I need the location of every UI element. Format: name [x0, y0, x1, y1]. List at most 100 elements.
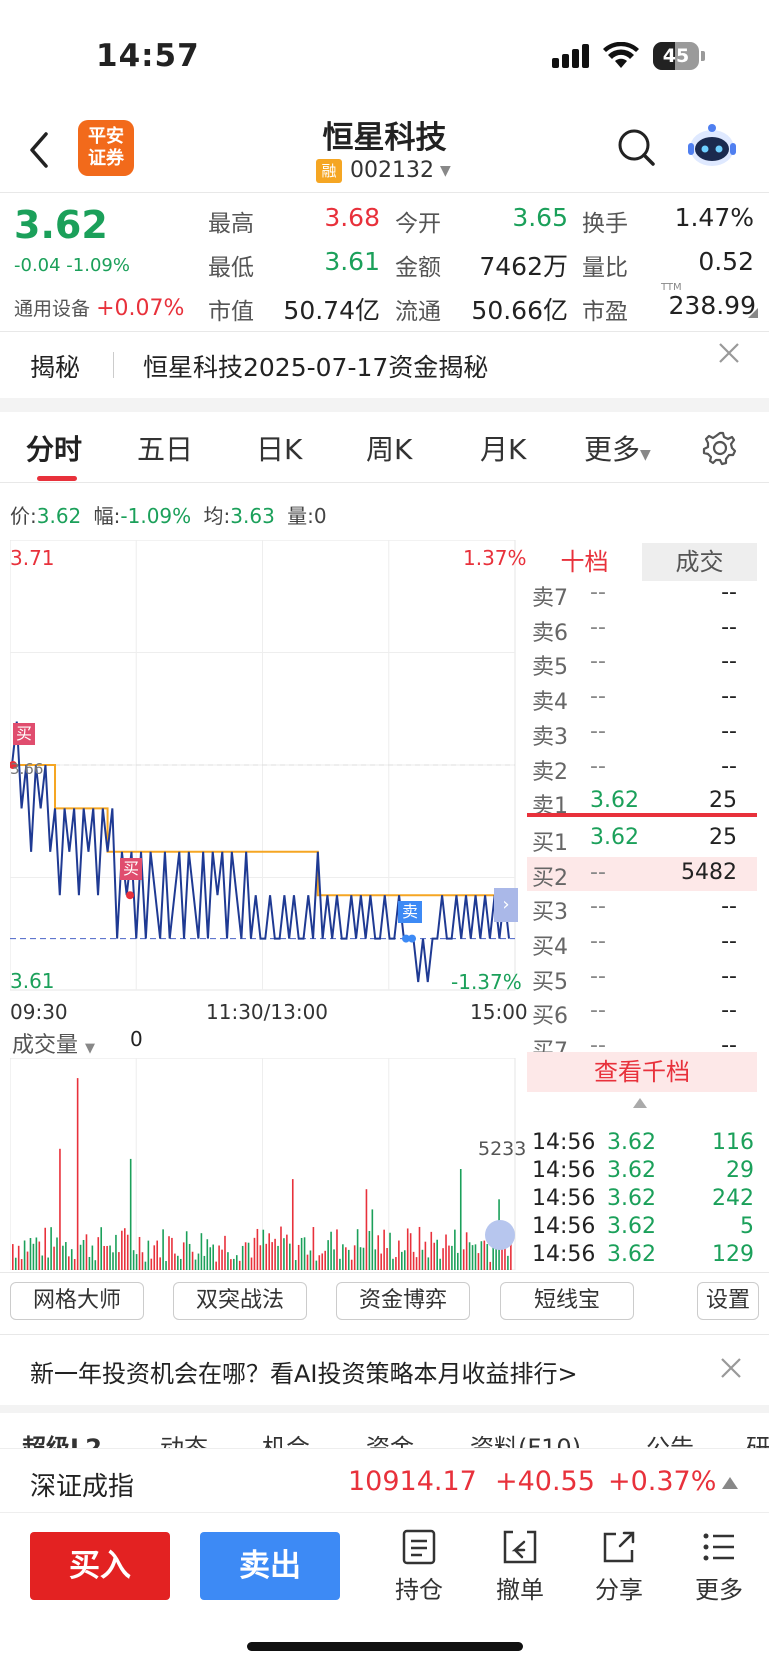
ai-assistant-robot-icon[interactable] — [686, 122, 738, 170]
level-volume: -- — [721, 649, 737, 675]
grid-master-button[interactable]: 网格大师 — [10, 1282, 144, 1320]
expand-corner-icon[interactable] — [748, 308, 758, 318]
volume-selector[interactable]: 成交量 ▼ — [12, 1027, 95, 1059]
volume-bar — [230, 1259, 232, 1270]
bid-level-row[interactable]: 买4 -- -- — [527, 926, 757, 960]
stock-name[interactable]: 恒星科技 — [322, 120, 447, 156]
fund-reveal-banner[interactable]: 揭秘 恒星科技2025-07-17资金揭秘 — [0, 332, 769, 398]
volume-bar — [194, 1259, 197, 1270]
buy-button[interactable]: 买入 — [30, 1532, 170, 1600]
bid-level-row[interactable]: 买6 -- -- — [527, 995, 757, 1029]
ttm-label: TTM — [661, 282, 682, 293]
sell-button[interactable]: 卖出 — [200, 1532, 340, 1600]
stock-code-selector[interactable]: 融 002132 ▼ — [316, 158, 451, 183]
tick-time: 14:56 — [532, 1214, 596, 1239]
current-price: 3.62 — [14, 203, 108, 247]
tab-monthly-k[interactable]: 月K — [480, 433, 527, 466]
tick-price: 3.62 — [607, 1130, 656, 1155]
crosshair-icon[interactable] — [485, 1220, 515, 1250]
fund-game-button[interactable]: 资金博弈 — [336, 1282, 470, 1320]
short-term-button[interactable]: 短线宝 — [500, 1282, 634, 1320]
volume-bar — [97, 1237, 100, 1270]
volume-bar — [471, 1245, 474, 1270]
buy-marker-2[interactable]: 买 — [120, 858, 142, 880]
sell-marker[interactable]: 卖 — [398, 901, 422, 923]
volume-bar — [14, 1257, 17, 1270]
back-arrow-icon[interactable] — [26, 130, 52, 170]
volume-bar — [147, 1240, 150, 1270]
close-icon[interactable] — [720, 1357, 742, 1379]
y-top-pct-label: 1.37% — [463, 546, 527, 570]
bid-level-row[interactable]: 买3 -- -- — [527, 891, 757, 925]
tick-time: 14:56 — [532, 1158, 596, 1183]
cancel-order-button[interactable]: 撤单 — [488, 1528, 552, 1605]
volume-bar — [235, 1255, 238, 1270]
share-button[interactable]: 分享 — [587, 1528, 651, 1605]
volume-bar — [454, 1229, 456, 1270]
close-icon[interactable] — [718, 342, 740, 364]
settings-button[interactable]: 设置 — [697, 1282, 759, 1320]
search-icon[interactable] — [617, 128, 657, 168]
tab-five-day[interactable]: 五日 — [137, 433, 194, 466]
level-label: 卖4 — [532, 690, 568, 716]
ask-level-row[interactable]: 卖5 -- -- — [527, 646, 757, 680]
tick-volume: 5 — [740, 1214, 754, 1239]
bid-level-row[interactable]: 买2 -- 5482 — [527, 856, 757, 891]
gear-icon[interactable] — [702, 430, 738, 466]
chevron-right-icon[interactable]: › — [494, 888, 518, 922]
tab-ten-levels[interactable]: 十档 — [527, 543, 642, 581]
index-ticker[interactable]: 深证成指 10914.17 +40.55 +0.37% — [0, 1448, 769, 1513]
level-volume: -- — [721, 718, 737, 744]
level-label: 卖6 — [532, 620, 568, 646]
float-cap-value: 50.66亿 — [471, 296, 568, 325]
volume-bar — [41, 1255, 44, 1270]
volume-bar — [480, 1241, 483, 1270]
collapse-arrow-icon[interactable] — [633, 1098, 647, 1108]
volume-bar — [100, 1227, 103, 1270]
volume-bar — [424, 1241, 427, 1270]
ask-level-row[interactable]: 卖2 -- -- — [527, 751, 757, 785]
tab-daily-k[interactable]: 日K — [256, 433, 303, 466]
bid-level-row[interactable]: 买1 3.62 25 — [527, 822, 757, 856]
bid-level-row[interactable]: 买5 -- -- — [527, 961, 757, 995]
ai-strategy-promo[interactable]: 新一年投资机会在哪？看AI投资策略本月收益排行> — [30, 1360, 578, 1388]
volume-bar — [303, 1237, 306, 1270]
volume-bar — [459, 1169, 462, 1270]
more-button[interactable]: 更多 — [687, 1528, 751, 1605]
volume-bar — [177, 1255, 179, 1270]
ask-level-row[interactable]: 卖6 -- -- — [527, 612, 757, 646]
tab-weekly-k[interactable]: 周K — [366, 433, 413, 466]
level-label: 买4 — [532, 935, 568, 960]
volume-bar — [409, 1233, 412, 1270]
tab-intraday[interactable]: 分时 — [26, 433, 83, 466]
volume-bar — [321, 1253, 324, 1270]
expand-up-icon[interactable] — [722, 1477, 738, 1489]
volume-bar — [85, 1234, 88, 1270]
view-thousand-levels-button[interactable]: 查看千档 — [527, 1052, 757, 1092]
volume-bar — [368, 1230, 371, 1270]
volume-bars-chart[interactable] — [10, 1058, 525, 1270]
tab-more[interactable]: 更多▼ — [584, 428, 651, 468]
ask-level-row[interactable]: 卖7 -- -- — [527, 577, 757, 611]
volume-bar — [203, 1255, 206, 1270]
volume-bar — [121, 1230, 123, 1270]
home-indicator[interactable] — [247, 1642, 523, 1651]
caret-down-icon: ▼ — [85, 1041, 96, 1056]
volume-bar — [451, 1245, 453, 1270]
volume-bar — [445, 1234, 447, 1270]
double-breakout-button[interactable]: 双突战法 — [173, 1282, 307, 1320]
info-amp: -1.09% — [120, 504, 192, 528]
ask-level-row[interactable]: 卖3 -- -- — [527, 716, 757, 750]
ask-level-row[interactable]: 卖4 -- -- — [527, 681, 757, 715]
volume-bar — [427, 1257, 430, 1270]
level-volume: -- — [721, 929, 737, 954]
intraday-chart[interactable] — [10, 540, 525, 1000]
tab-trades[interactable]: 成交 — [642, 543, 757, 581]
sector-info[interactable]: 通用设备 +0.07% — [14, 294, 184, 321]
buy-point — [10, 761, 17, 769]
volume-bar — [439, 1258, 441, 1270]
buy-marker[interactable]: 买 — [13, 723, 35, 745]
info-avg: 3.63 — [230, 504, 275, 528]
positions-button[interactable]: 持仓 — [387, 1528, 451, 1605]
volume-bar — [47, 1257, 49, 1270]
